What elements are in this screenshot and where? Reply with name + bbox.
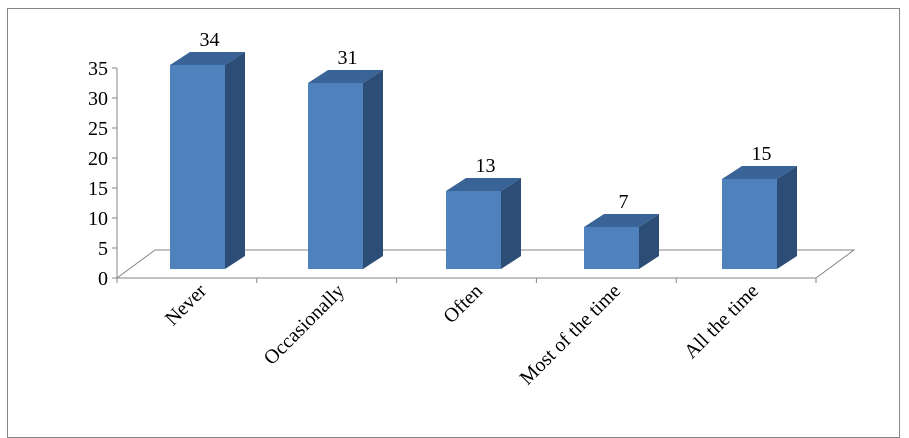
bar-top-face	[170, 52, 245, 65]
x-category-label: Most of the time	[516, 280, 626, 390]
y-tick-label: 0	[98, 268, 108, 290]
bar-side-face	[639, 214, 659, 269]
x-category-label: All the time	[680, 280, 763, 363]
bar-side-face	[777, 166, 797, 269]
bar-all-the-time	[722, 166, 797, 269]
y-tick-label: 25	[88, 118, 108, 140]
data-labels-layer: 34 31 13 7 15	[200, 29, 772, 213]
data-label: 13	[476, 155, 496, 177]
x-category-label: Never	[161, 280, 211, 330]
chart-floor-plane	[115, 249, 856, 279]
y-tick-label: 15	[88, 178, 108, 200]
bar-top-face	[722, 166, 797, 179]
bar-top-face	[446, 178, 521, 191]
bar-side-face	[363, 70, 383, 269]
data-label: 31	[338, 47, 358, 69]
axis-layer: 0 5 10 15 20 25 30 35	[88, 58, 118, 290]
bar-front-face	[170, 65, 225, 269]
y-tick-label: 30	[88, 88, 108, 110]
bar-occasionally	[308, 70, 383, 269]
bar-front-face	[584, 227, 639, 269]
bars-layer	[170, 52, 797, 269]
chart-floor	[115, 249, 856, 283]
y-tick-label: 35	[88, 58, 108, 80]
bar-most-of-the-time	[584, 214, 659, 269]
bar-top-face	[308, 70, 383, 83]
bar-front-face	[308, 83, 363, 269]
bar-never	[170, 52, 245, 269]
data-label: 34	[200, 29, 220, 51]
x-category-label: Occasionally	[260, 280, 349, 369]
bar-side-face	[225, 52, 245, 269]
data-label: 7	[619, 191, 629, 213]
bar-front-face	[446, 191, 501, 269]
data-label: 15	[752, 143, 772, 165]
y-tick-label: 5	[98, 238, 108, 260]
bar-front-face	[722, 179, 777, 269]
bar-side-face	[501, 178, 521, 269]
x-category-label: Often	[439, 280, 487, 328]
y-tick-label: 10	[88, 208, 108, 230]
bar-top-face	[584, 214, 659, 227]
y-tick-label: 20	[88, 148, 108, 170]
category-labels-layer: Never Occasionally Often Most of the time Al…	[161, 280, 763, 390]
bar-often	[446, 178, 521, 269]
